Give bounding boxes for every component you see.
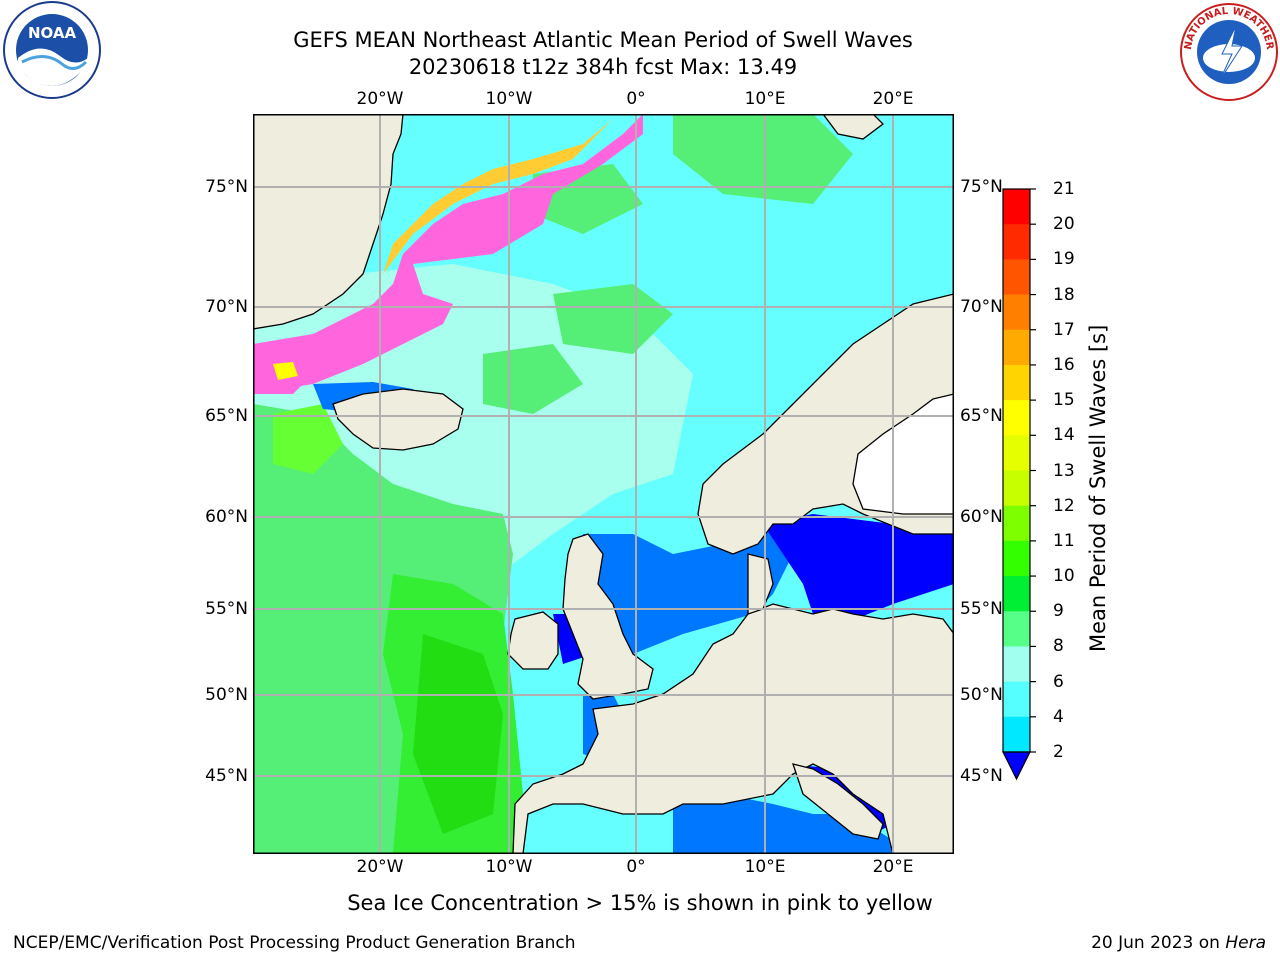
colorbar-tick-label: 2 — [1053, 742, 1064, 762]
colorbar-band — [1003, 646, 1030, 683]
lon-label-bottom-20w: 20°W — [356, 857, 404, 877]
colorbar-tick-label: 15 — [1053, 390, 1075, 411]
lat-label-right-55n: 55°N — [960, 599, 1003, 619]
colorbar-band — [1003, 400, 1030, 436]
lat-label-right-70n: 70°N — [960, 297, 1003, 317]
colorbar-band — [1003, 576, 1030, 612]
colorbar-tick-label: 6 — [1053, 671, 1064, 692]
lon-label-bottom-10e: 10°E — [744, 857, 786, 877]
colorbar-tick-label: 14 — [1053, 425, 1075, 446]
swell-period-map — [253, 114, 954, 854]
colorbar-tick-label: 9 — [1053, 601, 1064, 622]
colorbar-band — [1003, 505, 1030, 542]
colorbar-band — [1003, 259, 1030, 296]
greenland — [253, 114, 404, 330]
lat-label-left-60n: 60°N — [205, 507, 248, 527]
colorbar-band — [1003, 364, 1030, 401]
footer-branch: NCEP/EMC/Verification Post Processing Pr… — [13, 933, 576, 953]
lon-label-bottom-10w: 10°W — [485, 857, 533, 877]
lon-label-top-20e: 20°E — [872, 89, 914, 109]
lat-label-left-55n: 55°N — [205, 599, 248, 619]
map-subtitle: 20230618 t12z 384h fcst Max: 13.49 — [408, 55, 798, 79]
graticule — [253, 114, 954, 854]
lon-label-bottom-0: 0° — [626, 857, 646, 877]
footer-date: 20 Jun 2023 on Hera — [1091, 933, 1266, 953]
sea-ice-caption: Sea Ice Concentration > 15% is shown in … — [347, 891, 933, 915]
colorbar-tick-label: 18 — [1053, 284, 1075, 305]
colorbar-tick-label: 10 — [1053, 566, 1075, 587]
baltic-sea — [763, 514, 954, 624]
colorbar — [1002, 188, 1036, 781]
lon-label-bottom-20e: 20°E — [872, 857, 914, 877]
colorbar-tick-label: 19 — [1053, 249, 1075, 270]
lat-label-left-50n: 50°N — [205, 685, 248, 705]
map-frame — [253, 114, 954, 854]
colorbar-band — [1003, 224, 1030, 260]
colorbar-band — [1003, 540, 1030, 577]
lon-label-top-20w: 20°W — [356, 89, 404, 109]
lon-label-top-10e: 10°E — [744, 89, 786, 109]
colorbar-tick-label: 17 — [1053, 319, 1075, 340]
colorbar-band — [1003, 716, 1030, 753]
lat-label-right-65n: 65°N — [960, 406, 1003, 426]
mediterranean-sea — [673, 794, 913, 854]
colorbar-tick-label: 21 — [1053, 179, 1075, 199]
noaa-logo-text: NOAA — [28, 24, 77, 42]
colorbar-tick-label: 16 — [1053, 354, 1075, 375]
lon-label-top-10w: 10°W — [485, 89, 533, 109]
lat-label-right-75n: 75°N — [960, 177, 1003, 197]
lat-label-left-70n: 70°N — [205, 297, 248, 317]
colorbar-band — [1003, 435, 1030, 471]
colorbar-band — [1003, 611, 1030, 647]
colorbar-tick-label: 12 — [1053, 495, 1075, 516]
sea-ice-zone — [253, 114, 643, 394]
lat-label-left-75n: 75°N — [205, 177, 248, 197]
colorbar-tick-label: 20 — [1053, 214, 1075, 235]
colorbar-band — [1003, 329, 1030, 366]
nws-logo: NATIONAL WEATHER SERVICE — [1176, 0, 1278, 101]
colorbar-band — [1003, 189, 1030, 225]
ireland — [507, 611, 559, 670]
colorbar-title: Mean Period of Swell Waves [s] — [1086, 324, 1110, 652]
lat-label-right-45n: 45°N — [960, 766, 1003, 786]
lat-label-right-60n: 60°N — [960, 507, 1003, 527]
footer-date-text: 20 Jun 2023 on — [1091, 933, 1226, 953]
lat-label-left-65n: 65°N — [205, 406, 248, 426]
colorbar-band — [1003, 681, 1030, 718]
lat-label-left-45n: 45°N — [205, 766, 248, 786]
noaa-logo: NOAA — [3, 1, 101, 99]
colorbar-band — [1003, 470, 1030, 507]
colorbar-tick-label: 8 — [1053, 636, 1064, 657]
footer-host: Hera — [1225, 933, 1266, 953]
colorbar-band — [1003, 294, 1030, 331]
lat-label-right-50n: 50°N — [960, 685, 1003, 705]
colorbar-tick-label: 13 — [1053, 460, 1075, 481]
land-masses — [253, 114, 954, 854]
colorbar-tick-label: 4 — [1053, 706, 1064, 727]
map-title: GEFS MEAN Northeast Atlantic Mean Period… — [293, 28, 913, 52]
colorbar-under-arrow — [1002, 751, 1031, 781]
colorbar-tick-label: 11 — [1053, 530, 1075, 551]
iceland — [332, 388, 464, 451]
lon-label-top-0: 0° — [626, 89, 646, 109]
